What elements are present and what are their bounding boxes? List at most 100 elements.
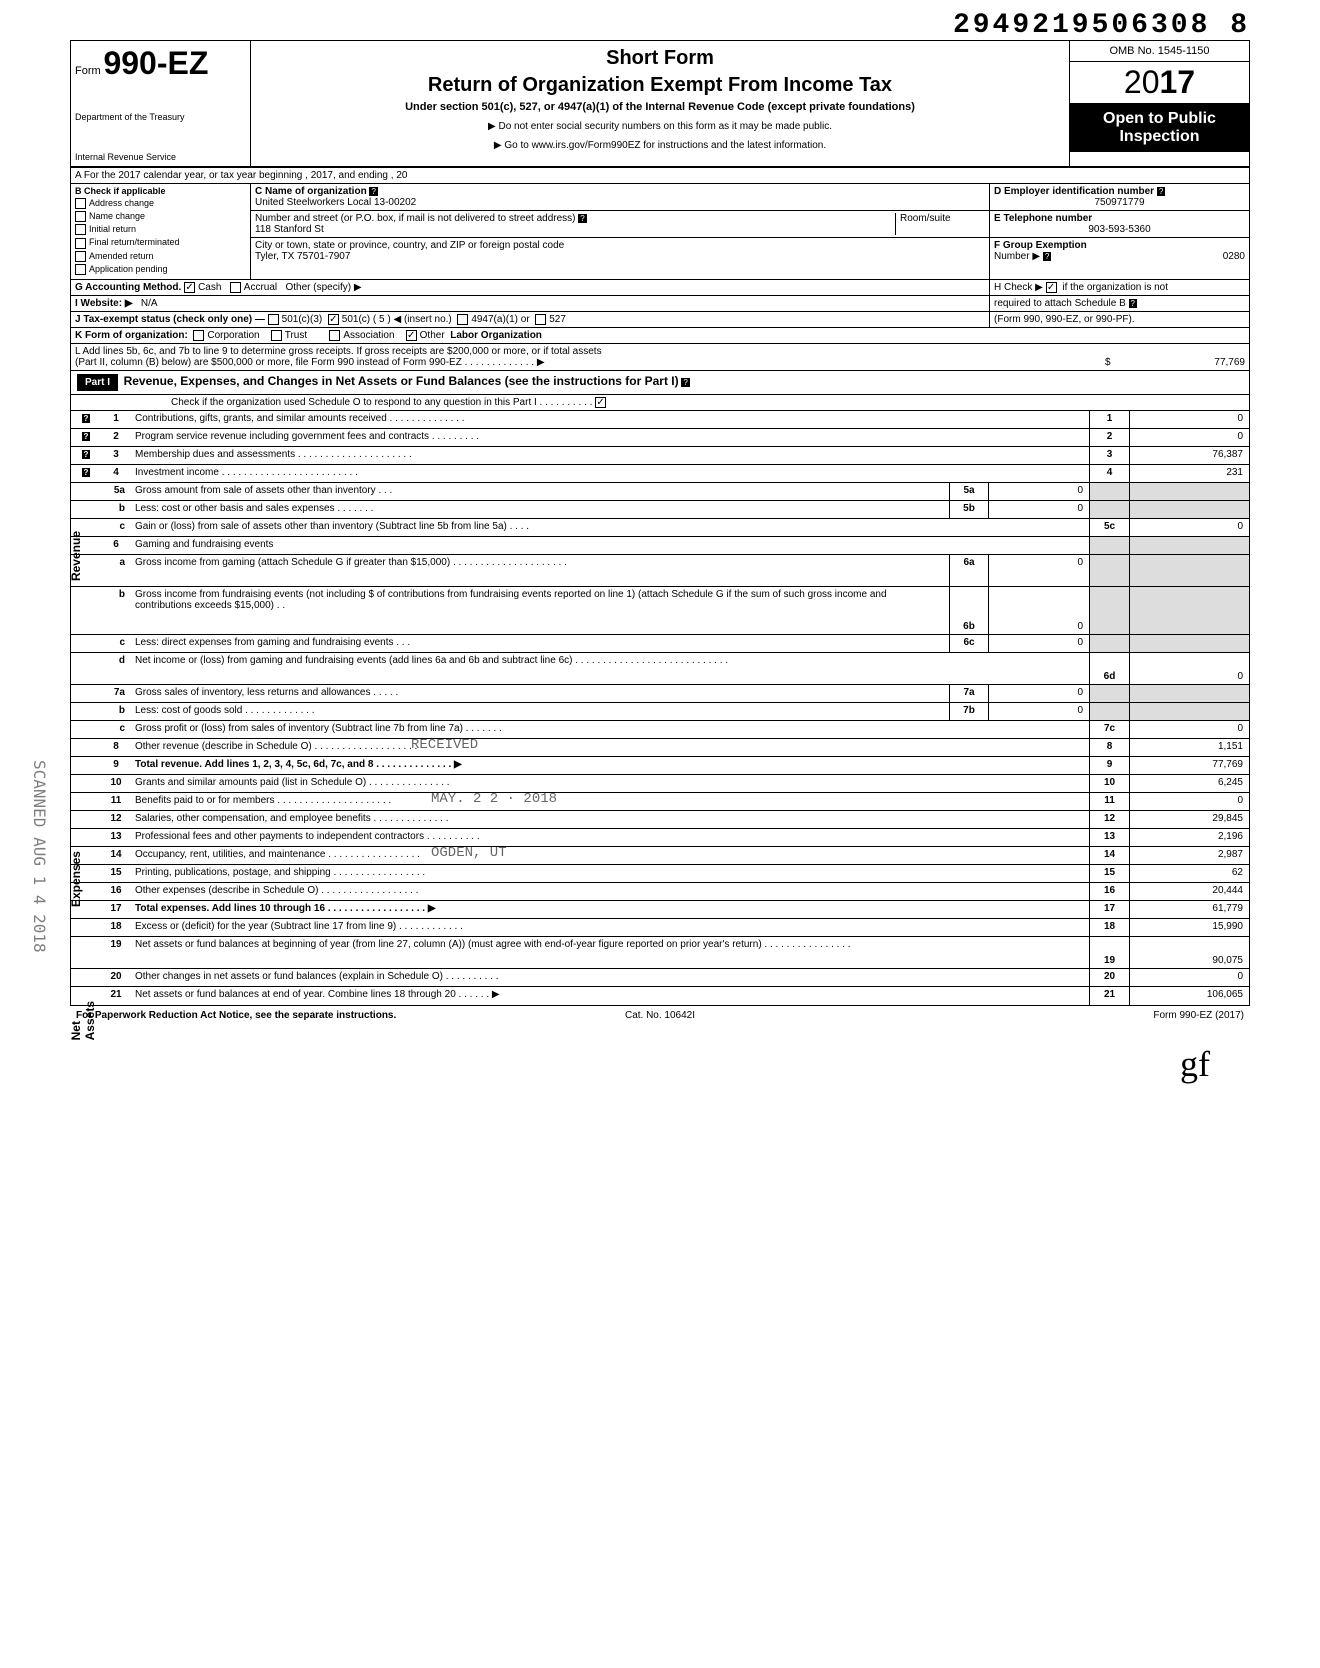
cb-assoc[interactable] bbox=[329, 330, 340, 341]
line-j-label: J Tax-exempt status (check only one) — bbox=[75, 314, 265, 325]
line-2-desc: Program service revenue including govern… bbox=[131, 429, 1089, 446]
cb-schedule-o[interactable] bbox=[595, 397, 606, 408]
line-15-desc: Printing, publications, postage, and shi… bbox=[131, 865, 1089, 882]
lbl-assoc: Association bbox=[343, 330, 394, 341]
part1-title: Revenue, Expenses, and Changes in Net As… bbox=[124, 374, 679, 388]
line-6a-mid: 0 bbox=[989, 555, 1089, 586]
line-3-desc: Membership dues and assessments . . . . … bbox=[131, 447, 1089, 464]
city-label: City or town, state or province, country… bbox=[255, 240, 564, 251]
cb-501c3[interactable] bbox=[268, 314, 279, 325]
cb-corp[interactable] bbox=[193, 330, 204, 341]
year-bold: 17 bbox=[1160, 64, 1196, 100]
cb-501c[interactable] bbox=[328, 314, 339, 325]
line-9-val: 77,769 bbox=[1129, 757, 1249, 774]
cb-527[interactable] bbox=[535, 314, 546, 325]
line-19-val: 90,075 bbox=[1129, 937, 1249, 968]
help-icon: ? bbox=[1157, 187, 1165, 196]
help-icon: ? bbox=[578, 214, 586, 223]
footer-center: Cat. No. 10642I bbox=[465, 1010, 854, 1021]
line-20-desc: Other changes in net assets or fund bala… bbox=[131, 969, 1089, 986]
date-stamp: MAY. 2 2 · 2018 bbox=[431, 791, 557, 807]
line-18-val: 15,990 bbox=[1129, 919, 1249, 936]
website-info: ▶ Go to www.irs.gov/Form990EZ for instru… bbox=[261, 140, 1059, 151]
line-h-text: H Check ▶ bbox=[994, 282, 1043, 293]
line-l-amount: 77,769 bbox=[1125, 357, 1245, 368]
line-5c-val: 0 bbox=[1129, 519, 1249, 536]
help-icon: ? bbox=[681, 378, 689, 387]
cb-trust[interactable] bbox=[271, 330, 282, 341]
cb-schedule-b[interactable] bbox=[1046, 282, 1057, 293]
line-12-val: 29,845 bbox=[1129, 811, 1249, 828]
line-2-val: 0 bbox=[1129, 429, 1249, 446]
street-label: Number and street (or P.O. box, if mail … bbox=[255, 213, 576, 224]
line-18-desc: Excess or (deficit) for the year (Subtra… bbox=[131, 919, 1089, 936]
lbl-cash: Cash bbox=[198, 282, 221, 293]
ogden-stamp: OGDEN, UT bbox=[431, 845, 507, 861]
phone: 903-593-5360 bbox=[994, 224, 1245, 235]
line-13-val: 2,196 bbox=[1129, 829, 1249, 846]
lbl-4947: 4947(a)(1) or bbox=[471, 314, 529, 325]
open-public: Open to Public bbox=[1076, 110, 1243, 128]
f-num-label: Number ▶ bbox=[994, 251, 1040, 262]
lbl-corp: Corporation bbox=[207, 330, 259, 341]
ein: 750971779 bbox=[994, 197, 1245, 208]
form-prefix: Form bbox=[75, 65, 101, 77]
cb-amended[interactable] bbox=[75, 251, 86, 262]
line-11-desc: Benefits paid to or for members . . . . … bbox=[131, 793, 1089, 810]
line-4-desc: Investment income . . . . . . . . . . . … bbox=[131, 465, 1089, 482]
cb-name[interactable] bbox=[75, 211, 86, 222]
lbl-pending: Application pending bbox=[89, 264, 168, 274]
cb-4947[interactable] bbox=[457, 314, 468, 325]
year-prefix: 20 bbox=[1124, 64, 1160, 100]
line-19-desc: Net assets or fund balances at beginning… bbox=[131, 937, 1089, 968]
line-6c-desc: Less: direct expenses from gaming and fu… bbox=[131, 635, 949, 652]
line-16-desc: Other expenses (describe in Schedule O) … bbox=[131, 883, 1089, 900]
line-6a-desc: Gross income from gaming (attach Schedul… bbox=[131, 555, 949, 586]
line-7a-desc: Gross sales of inventory, less returns a… bbox=[131, 685, 949, 702]
line-5b-mid: 0 bbox=[989, 501, 1089, 518]
lbl-501c: 501(c) ( bbox=[342, 314, 376, 325]
form-number: 990-EZ bbox=[103, 45, 208, 81]
section-e-label: E Telephone number bbox=[994, 213, 1092, 224]
line-h-text4: (Form 990, 990-EZ, or 990-PF). bbox=[994, 314, 1135, 325]
line-6b-desc: Gross income from fundraising events (no… bbox=[131, 587, 949, 634]
line-5a-mid: 0 bbox=[989, 483, 1089, 500]
city: Tyler, TX 75701-7907 bbox=[255, 251, 350, 262]
lbl-501c-end: ) ◀ (insert no.) bbox=[387, 314, 451, 325]
cb-cash[interactable] bbox=[184, 282, 195, 293]
line-7c-desc: Gross profit or (loss) from sales of inv… bbox=[131, 721, 1089, 738]
cb-pending[interactable] bbox=[75, 264, 86, 275]
website-value: N/A bbox=[141, 298, 158, 309]
help-icon: ? bbox=[369, 187, 377, 196]
help-icon: ? bbox=[1043, 252, 1051, 261]
section-c-label: C Name of organization bbox=[255, 186, 367, 197]
cb-accrual[interactable] bbox=[230, 282, 241, 293]
lbl-accrual: Accrual bbox=[244, 282, 277, 293]
side-stamp: SCANNED AUG 1 4 2018 bbox=[30, 760, 49, 953]
501c-num: 5 bbox=[379, 314, 385, 325]
line-6b-mid: 0 bbox=[989, 587, 1089, 634]
line-20-val: 0 bbox=[1129, 969, 1249, 986]
line-l-text2: (Part II, column (B) below) are $500,000… bbox=[75, 357, 1105, 368]
lbl-amended: Amended return bbox=[89, 251, 154, 261]
cb-initial[interactable] bbox=[75, 224, 86, 235]
dept-irs: Internal Revenue Service bbox=[75, 152, 246, 162]
line-k-label: K Form of organization: bbox=[75, 330, 188, 341]
line-5a-desc: Gross amount from sale of assets other t… bbox=[131, 483, 949, 500]
footer-right: Form 990-EZ (2017) bbox=[855, 1010, 1244, 1021]
expenses-label: Expenses bbox=[69, 851, 83, 907]
line-10-val: 6,245 bbox=[1129, 775, 1249, 792]
line-h-text2: if the organization is not bbox=[1062, 282, 1168, 293]
line-1-desc: Contributions, gifts, grants, and simila… bbox=[131, 411, 1089, 428]
cb-address[interactable] bbox=[75, 198, 86, 209]
org-name: United Steelworkers Local 13-00202 bbox=[255, 197, 416, 208]
line-a: A For the 2017 calendar year, or tax yea… bbox=[71, 168, 1249, 184]
line-i-label: I Website: ▶ bbox=[75, 298, 133, 309]
cb-other-org[interactable] bbox=[406, 330, 417, 341]
cb-final[interactable] bbox=[75, 238, 86, 249]
line-21-desc: Net assets or fund balances at end of ye… bbox=[131, 987, 1089, 1005]
ssn-warning: ▶ Do not enter social security numbers o… bbox=[261, 121, 1059, 132]
omb-number: OMB No. 1545-1150 bbox=[1070, 41, 1249, 62]
room-label: Room/suite bbox=[895, 213, 985, 235]
netassets-label: Net Assets bbox=[69, 1001, 97, 1040]
